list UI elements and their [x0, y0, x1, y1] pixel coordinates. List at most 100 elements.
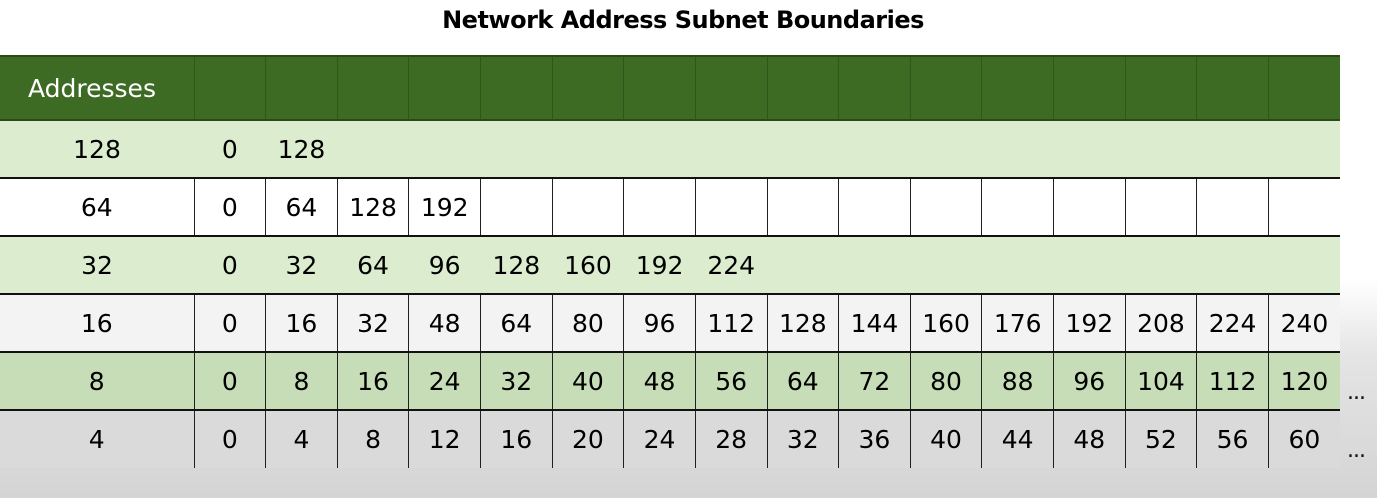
header-addresses-label: Addresses: [0, 55, 194, 121]
header-cell: [480, 55, 553, 121]
boundary-cell: 128: [480, 236, 553, 295]
header-cell: [265, 55, 338, 121]
boundary-cell: 40: [909, 410, 982, 468]
boundary-cell: [838, 236, 911, 295]
boundary-cell: [766, 178, 839, 237]
row-block-size: 4: [0, 410, 194, 468]
boundary-cell: [1196, 236, 1269, 295]
boundary-cell: 32: [336, 294, 409, 353]
boundary-cell: [551, 178, 624, 237]
boundary-cell: 128: [336, 178, 409, 237]
boundary-cell: 128: [265, 120, 338, 179]
boundary-cell: 56: [694, 352, 767, 411]
boundary-cell: 28: [694, 410, 767, 468]
boundary-cell: 20: [551, 410, 624, 468]
boundary-cell: 4: [265, 410, 338, 468]
boundary-cell: 56: [1196, 410, 1269, 468]
boundary-cell: 80: [551, 294, 624, 353]
boundary-cell: 48: [623, 352, 696, 411]
boundary-cell: 36: [838, 410, 911, 468]
boundary-cell: 16: [265, 294, 338, 353]
boundary-cell: [910, 236, 982, 295]
boundary-cell: [1125, 120, 1197, 179]
table-row: 8 0 8 16 24 32 40 48 56 64 72 80 88 96 104 112 120: [0, 352, 1340, 411]
boundary-cell: [1268, 120, 1340, 179]
boundary-cell: 96: [408, 236, 481, 295]
header-cell: [766, 55, 839, 121]
header-cell: [1124, 55, 1197, 121]
boundary-cell: 240: [1267, 294, 1340, 353]
boundary-cell: 64: [480, 294, 553, 353]
boundary-cell: [1268, 236, 1340, 295]
row-8-continuation: ...: [1347, 380, 1366, 405]
boundary-cell: 128: [766, 294, 839, 353]
header-cell: [623, 55, 696, 121]
boundary-cell: 40: [551, 352, 624, 411]
row-block-size: 128: [0, 120, 194, 179]
row-block-size: 16: [0, 294, 194, 353]
header-cell: [408, 55, 481, 121]
header-cell: [1267, 55, 1340, 121]
boundary-cell: 64: [766, 352, 839, 411]
table-row: 64 0 64 128 192: [0, 178, 1340, 237]
boundary-cell: [838, 120, 911, 179]
boundary-cell: 96: [623, 294, 696, 353]
header-cell: [551, 55, 624, 121]
boundary-cell: 24: [408, 352, 481, 411]
boundary-cell: 52: [1124, 410, 1197, 468]
boundary-cell: 144: [838, 294, 911, 353]
boundary-cell: 0: [194, 120, 266, 179]
boundary-cell: 32: [766, 410, 839, 468]
header-cell: [838, 55, 911, 121]
boundary-cell: [1053, 120, 1126, 179]
header-cell: [981, 55, 1054, 121]
header-cell: [336, 55, 409, 121]
boundary-cell: [1053, 236, 1126, 295]
boundary-cell: [767, 236, 839, 295]
boundary-cell: [909, 178, 982, 237]
boundary-cell: [1125, 236, 1197, 295]
boundary-cell: [981, 236, 1054, 295]
boundary-cell: [981, 120, 1054, 179]
boundary-cell: 176: [981, 294, 1054, 353]
boundary-cell: [838, 178, 911, 237]
boundary-cell: [694, 178, 767, 237]
table-header-row: Addresses: [0, 55, 1340, 121]
boundary-cell: [1267, 178, 1340, 237]
row-block-size: 64: [0, 178, 194, 237]
boundary-cell: 0: [193, 294, 266, 353]
boundary-cell: 80: [909, 352, 982, 411]
boundary-cell: 64: [337, 236, 409, 295]
boundary-cell: 16: [480, 410, 553, 468]
boundary-cell: 112: [694, 294, 767, 353]
boundary-cell: [695, 120, 767, 179]
boundary-cell: 192: [623, 236, 696, 295]
row-block-size: 32: [0, 236, 194, 295]
boundary-cell: [1196, 120, 1269, 179]
table-row: 32 0 32 64 96 128 160 192 224: [0, 236, 1340, 295]
boundary-cell: [408, 120, 481, 179]
header-cell: [1053, 55, 1126, 121]
boundary-cell: [623, 178, 696, 237]
boundary-cell: [1053, 178, 1126, 237]
header-cell: [193, 55, 266, 121]
boundary-cell: [480, 178, 553, 237]
boundary-cell: 24: [623, 410, 696, 468]
boundary-cell: [1124, 178, 1197, 237]
boundary-cell: 72: [838, 352, 911, 411]
boundary-cell: [910, 120, 982, 179]
header-cell: [1196, 55, 1269, 121]
boundary-cell: 120: [1267, 352, 1340, 411]
boundary-cell: 192: [408, 178, 481, 237]
boundary-cell: 48: [408, 294, 481, 353]
page-title: Network Address Subnet Boundaries: [442, 6, 924, 34]
table-row: 16 0 16 32 48 64 80 96 112 128 144 160 176 192 208 224 2…: [0, 294, 1340, 353]
row-block-size: 8: [0, 352, 194, 411]
header-cell: [694, 55, 767, 121]
boundary-cell: 8: [265, 352, 338, 411]
boundary-cell: 64: [265, 178, 338, 237]
boundary-cell: 48: [1053, 410, 1126, 468]
boundary-cell: 112: [1196, 352, 1269, 411]
boundary-cell: [623, 120, 696, 179]
boundary-cell: 32: [265, 236, 338, 295]
